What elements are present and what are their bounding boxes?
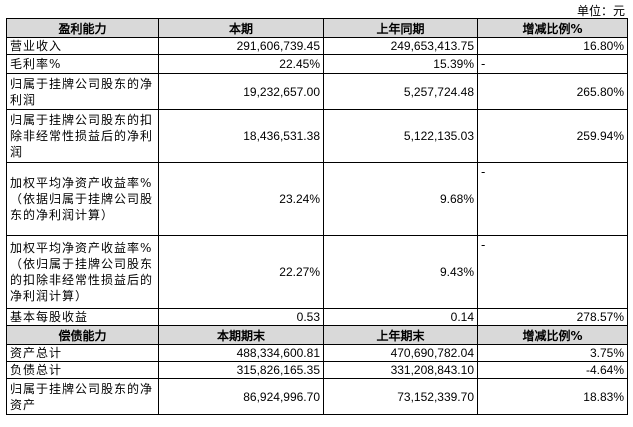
- row-label: 负债总计: [6, 361, 159, 379]
- change-value: -: [477, 54, 628, 74]
- change-value: -4.64%: [477, 361, 628, 379]
- table-row: 归属于挂牌公司股东的净利润 19,232,657.00 5,257,724.48…: [6, 73, 628, 110]
- table-row: 毛利率% 22.45% 15.39% -: [6, 54, 628, 74]
- change-value: 278.57%: [477, 308, 628, 326]
- change-value: 265.80%: [477, 73, 628, 110]
- table-row: 归属于挂牌公司股东的净资产 86,924,996.70 73,152,339.7…: [6, 378, 628, 415]
- table-row: 资产总计 488,334,600.81 470,690,782.04 3.75%: [6, 344, 628, 362]
- previous-value: 73,152,339.70: [323, 378, 478, 415]
- current-value: 488,334,600.81: [158, 344, 324, 362]
- previous-value: 15.39%: [323, 54, 478, 74]
- change-value: 259.94%: [477, 109, 628, 163]
- row-label: 基本每股收益: [6, 308, 159, 326]
- current-value: 19,232,657.00: [158, 73, 324, 110]
- change-value: 16.80%: [477, 37, 628, 55]
- row-label: 毛利率%: [6, 54, 159, 74]
- header-change-ratio: 增减比例%: [477, 18, 628, 38]
- header-current-period: 本期: [158, 18, 324, 38]
- profit-header-row: 盈利能力 本期 上年同期 增减比例%: [6, 18, 628, 38]
- table-row: 加权平均净资产收益率%（依归属于挂牌公司股东的扣除非经常性损益后的净利润计算） …: [6, 235, 628, 309]
- current-value: 315,826,165.35: [158, 361, 324, 379]
- row-label: 归属于挂牌公司股东的净利润: [6, 73, 159, 110]
- previous-value: 9.68%: [323, 162, 478, 236]
- row-label: 资产总计: [6, 344, 159, 362]
- previous-value: 470,690,782.04: [323, 344, 478, 362]
- previous-value: 249,653,413.75: [323, 37, 478, 55]
- header-previous-period-end: 上年期末: [323, 325, 478, 345]
- header-period-end: 本期期末: [158, 325, 324, 345]
- table-row: 基本每股收益 0.53 0.14 278.57%: [6, 308, 628, 326]
- previous-value: 5,122,135.03: [323, 109, 478, 163]
- table-row: 加权平均净资产收益率%（依据归属于挂牌公司股东的净利润计算） 23.24% 9.…: [6, 162, 628, 236]
- previous-value: 9.43%: [323, 235, 478, 309]
- current-value: 22.45%: [158, 54, 324, 74]
- debt-header-row: 偿债能力 本期期末 上年期末 增减比例%: [6, 325, 628, 345]
- change-value: 18.83%: [477, 378, 628, 415]
- current-value: 23.24%: [158, 162, 324, 236]
- current-value: 86,924,996.70: [158, 378, 324, 415]
- current-value: 291,606,739.45: [158, 37, 324, 55]
- header-change-ratio: 增减比例%: [477, 325, 628, 345]
- change-value: -: [477, 235, 628, 309]
- row-label: 归属于挂牌公司股东的净资产: [6, 378, 159, 415]
- table-row: 营业收入 291,606,739.45 249,653,413.75 16.80…: [6, 37, 628, 55]
- financial-summary-table: 盈利能力 本期 上年同期 增减比例% 营业收入 291,606,739.45 2…: [6, 18, 628, 415]
- header-debt-ability: 偿债能力: [6, 325, 159, 345]
- previous-value: 331,208,843.10: [323, 361, 478, 379]
- row-label: 加权平均净资产收益率%（依据归属于挂牌公司股东的净利润计算）: [6, 162, 159, 236]
- change-value: -: [477, 162, 628, 236]
- unit-label: 单位：元: [576, 4, 625, 18]
- current-value: 22.27%: [158, 235, 324, 309]
- row-label: 归属于挂牌公司股东的扣除非经常性损益后的净利润: [6, 109, 159, 163]
- previous-value: 5,257,724.48: [323, 73, 478, 110]
- header-previous-period: 上年同期: [323, 18, 478, 38]
- current-value: 18,436,531.38: [158, 109, 324, 163]
- header-profit-ability: 盈利能力: [6, 18, 159, 38]
- table-row: 负债总计 315,826,165.35 331,208,843.10 -4.64…: [6, 361, 628, 379]
- current-value: 0.53: [158, 308, 324, 326]
- row-label: 加权平均净资产收益率%（依归属于挂牌公司股东的扣除非经常性损益后的净利润计算）: [6, 235, 159, 309]
- row-label: 营业收入: [6, 37, 159, 55]
- table-row: 归属于挂牌公司股东的扣除非经常性损益后的净利润 18,436,531.38 5,…: [6, 109, 628, 163]
- previous-value: 0.14: [323, 308, 478, 326]
- change-value: 3.75%: [477, 344, 628, 362]
